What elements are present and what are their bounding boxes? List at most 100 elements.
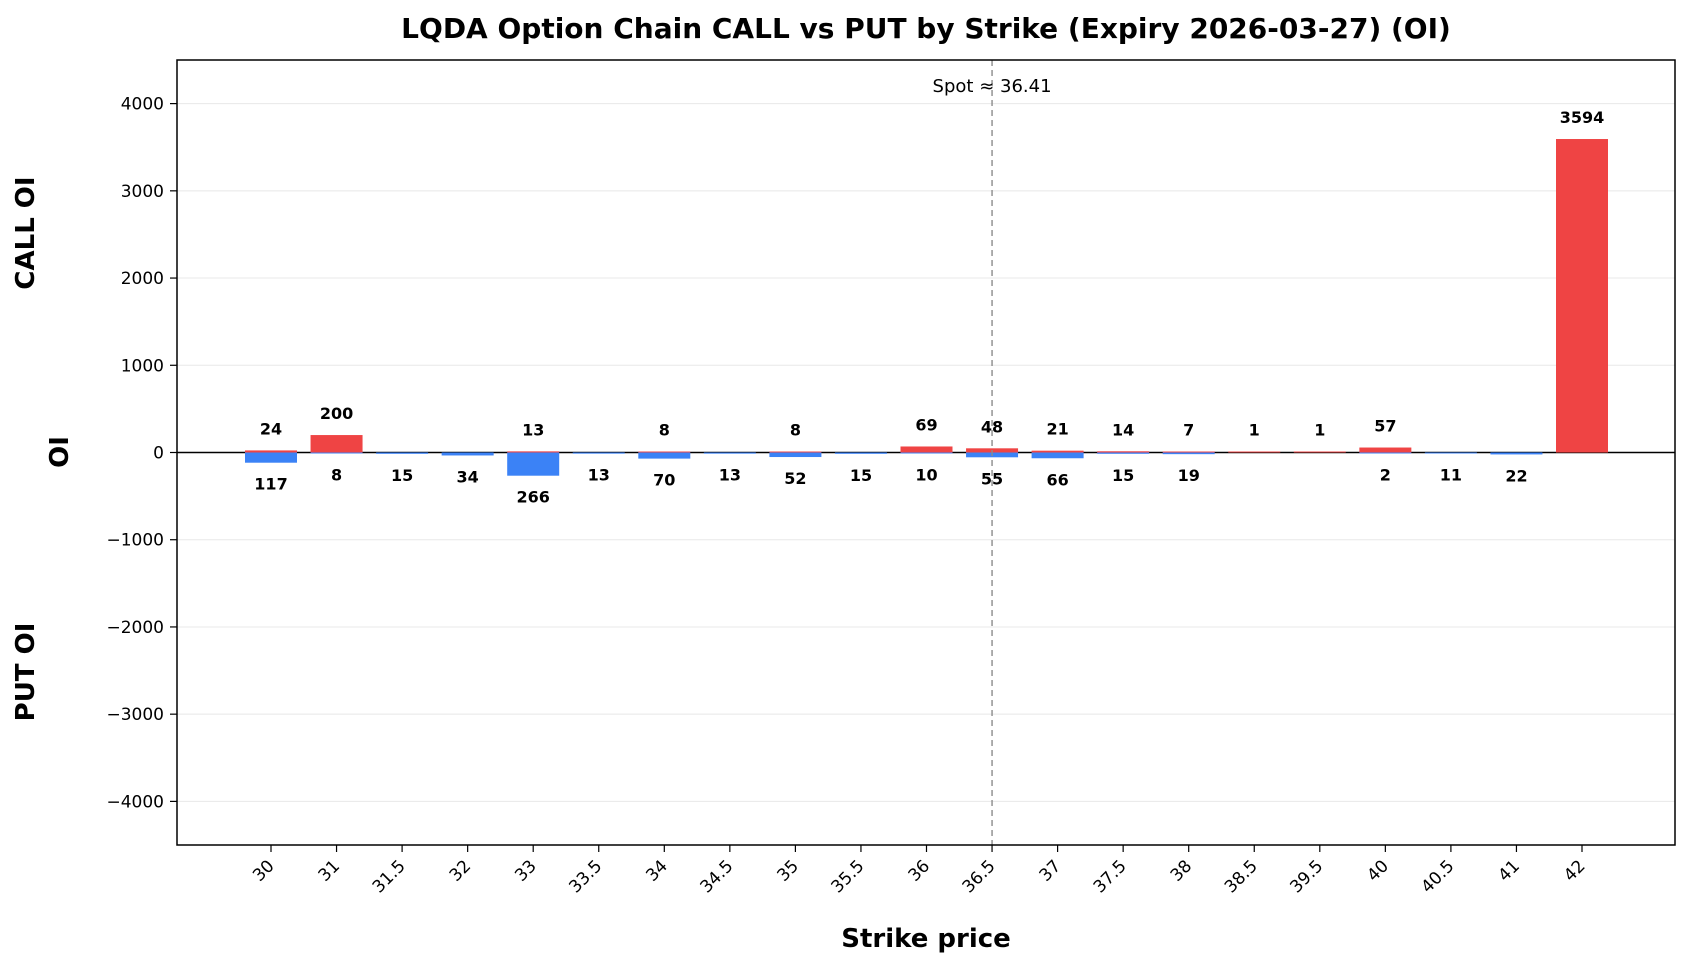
x-tick-label: 35 xyxy=(773,856,802,885)
put-bar xyxy=(703,452,756,454)
x-tick-label: 34.5 xyxy=(696,856,737,897)
put-value-label: 19 xyxy=(1178,466,1200,485)
put-bar xyxy=(1031,452,1084,459)
y-tick-label: 4000 xyxy=(121,95,164,115)
x-tick-label: 36.5 xyxy=(959,856,1000,897)
call-bar xyxy=(1031,450,1084,453)
spot-label: Spot ≈ 36.41 xyxy=(933,76,1052,97)
x-tick-label: 32 xyxy=(446,856,475,885)
put-bar xyxy=(769,452,822,458)
call-bar xyxy=(1097,451,1150,453)
grid-lines xyxy=(177,103,1675,802)
call-value-label: 1 xyxy=(1249,421,1260,440)
call-bar xyxy=(900,446,953,453)
y-tick-label: 0 xyxy=(153,444,164,464)
call-value-label: 13 xyxy=(522,420,544,439)
put-value-label: 266 xyxy=(516,488,549,507)
put-value-label: 117 xyxy=(254,475,287,494)
call-value-label: 7 xyxy=(1183,421,1194,440)
y-tick-label: 1000 xyxy=(121,356,164,376)
y-tick-label: −1000 xyxy=(106,531,164,551)
call-value-label: 48 xyxy=(981,417,1003,436)
call-bar xyxy=(769,451,822,453)
call-bar xyxy=(507,451,560,453)
call-value-label: 8 xyxy=(790,421,801,440)
x-tick-label: 31 xyxy=(315,856,344,885)
put-bar xyxy=(1424,452,1477,454)
spot-layer: Spot ≈ 36.41 xyxy=(933,60,1052,845)
put-value-label: 70 xyxy=(653,471,675,490)
call-bar xyxy=(1556,139,1608,453)
x-tick-label: 33.5 xyxy=(565,856,606,897)
y-tick-label: 3000 xyxy=(121,182,164,202)
call-value-label: 1 xyxy=(1314,421,1325,440)
call-bar xyxy=(310,435,363,453)
bars xyxy=(245,139,1608,476)
put-value-label: 13 xyxy=(588,466,610,485)
call-value-label: 21 xyxy=(1046,420,1068,439)
put-value-label: 8 xyxy=(331,466,342,485)
put-bar xyxy=(245,452,297,463)
x-tick-label: 30 xyxy=(249,856,278,885)
x-tick-label: 34 xyxy=(642,856,671,885)
put-value-label: 22 xyxy=(1505,466,1527,485)
put-value-label: 52 xyxy=(784,469,806,488)
call-value-label: 24 xyxy=(260,419,282,438)
x-axis-label: Strike price xyxy=(841,924,1011,954)
x-tick-label: 37 xyxy=(1036,856,1065,885)
y-axis-label: OI xyxy=(45,436,75,468)
chart-title: LQDA Option Chain CALL vs PUT by Strike … xyxy=(401,12,1451,45)
x-tick-label: 40 xyxy=(1363,856,1392,885)
put-bar xyxy=(638,452,691,459)
put-bar xyxy=(1162,452,1215,455)
put-value-label: 2 xyxy=(1380,466,1391,485)
put-bar xyxy=(441,452,494,456)
x-tick-label: 38 xyxy=(1167,856,1196,885)
call-bar xyxy=(1293,451,1346,453)
x-tick-label: 31.5 xyxy=(369,856,410,897)
x-tick-label: 41 xyxy=(1495,856,1524,885)
put-value-label: 15 xyxy=(1112,466,1134,485)
call-bar xyxy=(1162,451,1215,453)
x-tick-label: 37.5 xyxy=(1090,856,1131,897)
put-value-label: 15 xyxy=(850,466,872,485)
x-axis: 30 31 31.5 32 33 33.5 34 34.5 35 35.5 36 36.5 37 37.5… xyxy=(249,845,1590,897)
y-axis-label-call: CALL OI xyxy=(11,176,41,289)
put-bar xyxy=(1097,452,1150,454)
call-value-label: 14 xyxy=(1112,420,1134,439)
put-value-label: 15 xyxy=(391,466,413,485)
y-axis: 4000 3000 2000 1000 0 −1000 −2000 −3000 −4000 xyxy=(106,95,177,812)
call-bar xyxy=(1228,451,1281,453)
call-bar xyxy=(638,451,691,453)
put-value-label: 55 xyxy=(981,469,1003,488)
call-bar xyxy=(1359,447,1412,453)
put-bar xyxy=(834,452,887,454)
put-bar xyxy=(572,452,625,454)
put-value-label: 13 xyxy=(719,466,741,485)
plot-frame xyxy=(176,59,1676,846)
y-tick-label: −2000 xyxy=(106,618,164,638)
put-bar xyxy=(376,452,429,454)
put-bar xyxy=(900,452,953,454)
x-tick-label: 35.5 xyxy=(828,856,869,897)
put-value-label: 11 xyxy=(1440,466,1462,485)
call-value-label: 69 xyxy=(915,415,937,434)
put-bar xyxy=(1490,452,1543,455)
put-value-label: 10 xyxy=(915,466,937,485)
call-value-label: 200 xyxy=(320,404,353,423)
y-tick-label: 2000 xyxy=(121,269,164,289)
x-tick-label: 33 xyxy=(511,856,540,885)
put-value-label: 66 xyxy=(1046,470,1068,489)
x-tick-label: 39.5 xyxy=(1286,856,1327,897)
call-value-label: 3594 xyxy=(1560,108,1605,127)
x-tick-label: 40.5 xyxy=(1418,856,1459,897)
y-axis-label-put: PUT OI xyxy=(11,623,41,722)
call-bar xyxy=(245,450,297,453)
put-bar xyxy=(1359,452,1412,454)
put-bar xyxy=(507,452,560,476)
x-tick-label: 38.5 xyxy=(1221,856,1262,897)
y-tick-label: −4000 xyxy=(106,792,164,812)
call-value-label: 57 xyxy=(1374,417,1396,436)
